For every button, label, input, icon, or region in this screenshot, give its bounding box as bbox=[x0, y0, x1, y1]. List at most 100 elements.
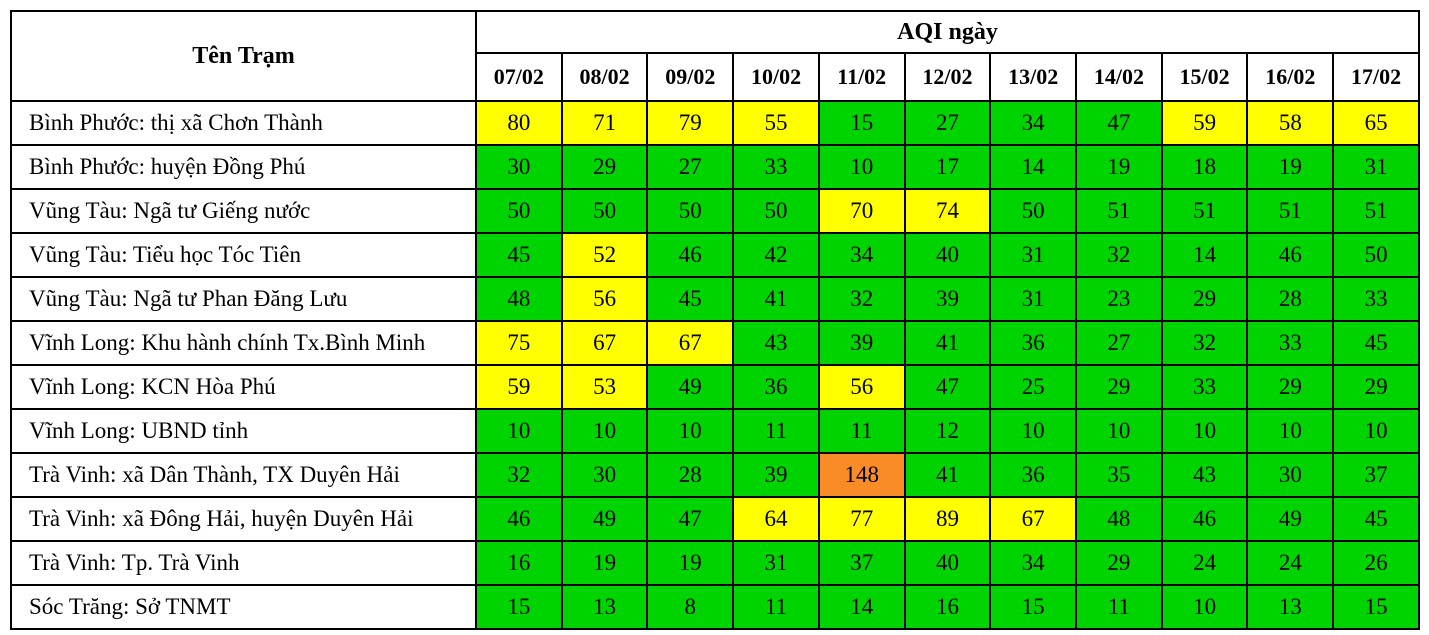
aqi-value-cell: 40 bbox=[903, 232, 992, 278]
aqi-value-cell: 47 bbox=[1075, 100, 1163, 146]
station-name-cell: Vĩnh Long: KCN Hòa Phú bbox=[10, 364, 477, 410]
aqi-value-cell: 14 bbox=[989, 144, 1078, 190]
aqi-value-cell: 45 bbox=[646, 276, 735, 322]
aqi-value-cell: 13 bbox=[560, 584, 649, 630]
aqi-value-cell: 32 bbox=[1160, 320, 1249, 366]
aqi-value-cell: 46 bbox=[1246, 232, 1335, 278]
aqi-value-cell: 51 bbox=[1246, 188, 1335, 234]
aqi-value-cell: 32 bbox=[475, 452, 563, 498]
aqi-value-cell: 47 bbox=[646, 496, 735, 542]
aqi-value-cell: 29 bbox=[1075, 364, 1163, 410]
aqi-value-cell: 27 bbox=[903, 100, 992, 146]
aqi-value-cell: 15 bbox=[989, 584, 1078, 630]
aqi-value-cell: 10 bbox=[1075, 408, 1163, 454]
aqi-value-cell: 65 bbox=[1332, 100, 1420, 146]
aqi-value-cell: 33 bbox=[1160, 364, 1249, 410]
aqi-value-cell: 35 bbox=[1075, 452, 1163, 498]
aqi-value-cell: 148 bbox=[817, 452, 906, 498]
aqi-value-cell: 10 bbox=[646, 408, 735, 454]
aqi-value-cell: 16 bbox=[903, 584, 992, 630]
aqi-value-cell: 19 bbox=[1075, 144, 1163, 190]
table-row: Vĩnh Long: UBND tỉnh 10 10 10 11 11 12 10 10 10 10… bbox=[10, 408, 1420, 454]
table-row: Bình Phước: thị xã Chơn Thành 80 71 79 55 15 2… bbox=[10, 100, 1420, 146]
aqi-value-cell: 31 bbox=[989, 232, 1078, 278]
aqi-value-cell: 46 bbox=[646, 232, 735, 278]
aqi-value-cell: 14 bbox=[817, 584, 906, 630]
table-row: Trà Vinh: xã Dân Thành, TX Duyên Hải 32 30… bbox=[10, 452, 1420, 498]
aqi-value-cell: 10 bbox=[560, 408, 649, 454]
table-row: Bình Phước: huyện Đồng Phú 30 29 27 33 10 17 14… bbox=[10, 144, 1420, 190]
aqi-value-cell: 77 bbox=[817, 496, 906, 542]
aqi-value-cell: 29 bbox=[1332, 364, 1420, 410]
date-header-cell: 13/02 bbox=[989, 52, 1078, 102]
aqi-value-cell: 8 bbox=[646, 584, 735, 630]
table-row: Vũng Tàu: Ngã tư Phan Đăng Lưu 48 56 45 41 32… bbox=[10, 276, 1420, 322]
station-name-cell: Vĩnh Long: Khu hành chính Tx.Bình Minh bbox=[10, 320, 477, 366]
aqi-value-cell: 59 bbox=[475, 364, 563, 410]
table-row: Vĩnh Long: KCN Hòa Phú 59 53 49 36 56 47 25 29 33… bbox=[10, 364, 1420, 410]
date-header-cell: 11/02 bbox=[817, 52, 906, 102]
aqi-value-cell: 46 bbox=[1160, 496, 1249, 542]
aqi-value-cell: 67 bbox=[989, 496, 1078, 542]
aqi-value-cell: 32 bbox=[1075, 232, 1163, 278]
aqi-value-cell: 31 bbox=[1332, 144, 1420, 190]
aqi-value-cell: 49 bbox=[1246, 496, 1335, 542]
aqi-value-cell: 50 bbox=[732, 188, 820, 234]
aqi-value-cell: 49 bbox=[560, 496, 649, 542]
date-header-cell: 08/02 bbox=[560, 52, 649, 102]
aqi-value-cell: 23 bbox=[1075, 276, 1163, 322]
aqi-value-cell: 28 bbox=[646, 452, 735, 498]
aqi-value-cell: 30 bbox=[560, 452, 649, 498]
aqi-value-cell: 10 bbox=[989, 408, 1078, 454]
station-name-cell: Sóc Trăng: Sở TNMT bbox=[10, 584, 477, 630]
aqi-value-cell: 56 bbox=[560, 276, 649, 322]
aqi-value-cell: 58 bbox=[1246, 100, 1335, 146]
table-row: Vĩnh Long: Khu hành chính Tx.Bình Minh 75… bbox=[10, 320, 1420, 366]
aqi-value-cell: 50 bbox=[646, 188, 735, 234]
aqi-value-cell: 31 bbox=[989, 276, 1078, 322]
aqi-value-cell: 31 bbox=[732, 540, 820, 586]
aqi-value-cell: 32 bbox=[817, 276, 906, 322]
aqi-value-cell: 27 bbox=[646, 144, 735, 190]
aqi-value-cell: 34 bbox=[989, 540, 1078, 586]
table-row: Trà Vinh: xã Đông Hải, huyện Duyên Hải 46… bbox=[10, 496, 1420, 542]
aqi-value-cell: 10 bbox=[475, 408, 563, 454]
aqi-value-cell: 27 bbox=[1075, 320, 1163, 366]
aqi-value-cell: 29 bbox=[1075, 540, 1163, 586]
aqi-value-cell: 42 bbox=[732, 232, 820, 278]
aqi-value-cell: 53 bbox=[560, 364, 649, 410]
aqi-value-cell: 11 bbox=[817, 408, 906, 454]
aqi-value-cell: 18 bbox=[1160, 144, 1249, 190]
aqi-value-cell: 29 bbox=[1246, 364, 1335, 410]
aqi-value-cell: 10 bbox=[817, 144, 906, 190]
aqi-value-cell: 51 bbox=[1075, 188, 1163, 234]
aqi-value-cell: 36 bbox=[989, 452, 1078, 498]
station-name-cell: Trà Vinh: xã Đông Hải, huyện Duyên Hải bbox=[10, 496, 477, 542]
aqi-value-cell: 47 bbox=[903, 364, 992, 410]
aqi-value-cell: 50 bbox=[989, 188, 1078, 234]
aqi-value-cell: 15 bbox=[817, 100, 906, 146]
aqi-value-cell: 80 bbox=[475, 100, 563, 146]
aqi-value-cell: 16 bbox=[475, 540, 563, 586]
aqi-table: Tên Trạm AQI ngày 07/02 08/02 09/02 10/02 11… bbox=[10, 10, 1420, 630]
date-header-cell: 14/02 bbox=[1075, 52, 1163, 102]
aqi-value-cell: 19 bbox=[646, 540, 735, 586]
aqi-value-cell: 19 bbox=[1246, 144, 1335, 190]
aqi-value-cell: 39 bbox=[903, 276, 992, 322]
aqi-group-header: AQI ngày bbox=[475, 10, 1420, 54]
aqi-value-cell: 26 bbox=[1332, 540, 1420, 586]
aqi-value-cell: 50 bbox=[1332, 232, 1420, 278]
aqi-value-cell: 41 bbox=[732, 276, 820, 322]
aqi-value-cell: 56 bbox=[817, 364, 906, 410]
aqi-value-cell: 67 bbox=[560, 320, 649, 366]
aqi-value-cell: 55 bbox=[732, 100, 820, 146]
aqi-value-cell: 64 bbox=[732, 496, 820, 542]
aqi-value-cell: 46 bbox=[475, 496, 563, 542]
aqi-value-cell: 24 bbox=[1246, 540, 1335, 586]
aqi-value-cell: 51 bbox=[1332, 188, 1420, 234]
aqi-value-cell: 70 bbox=[817, 188, 906, 234]
aqi-value-cell: 49 bbox=[646, 364, 735, 410]
aqi-value-cell: 50 bbox=[475, 188, 563, 234]
station-name-cell: Vũng Tàu: Ngã tư Giếng nước bbox=[10, 188, 477, 234]
